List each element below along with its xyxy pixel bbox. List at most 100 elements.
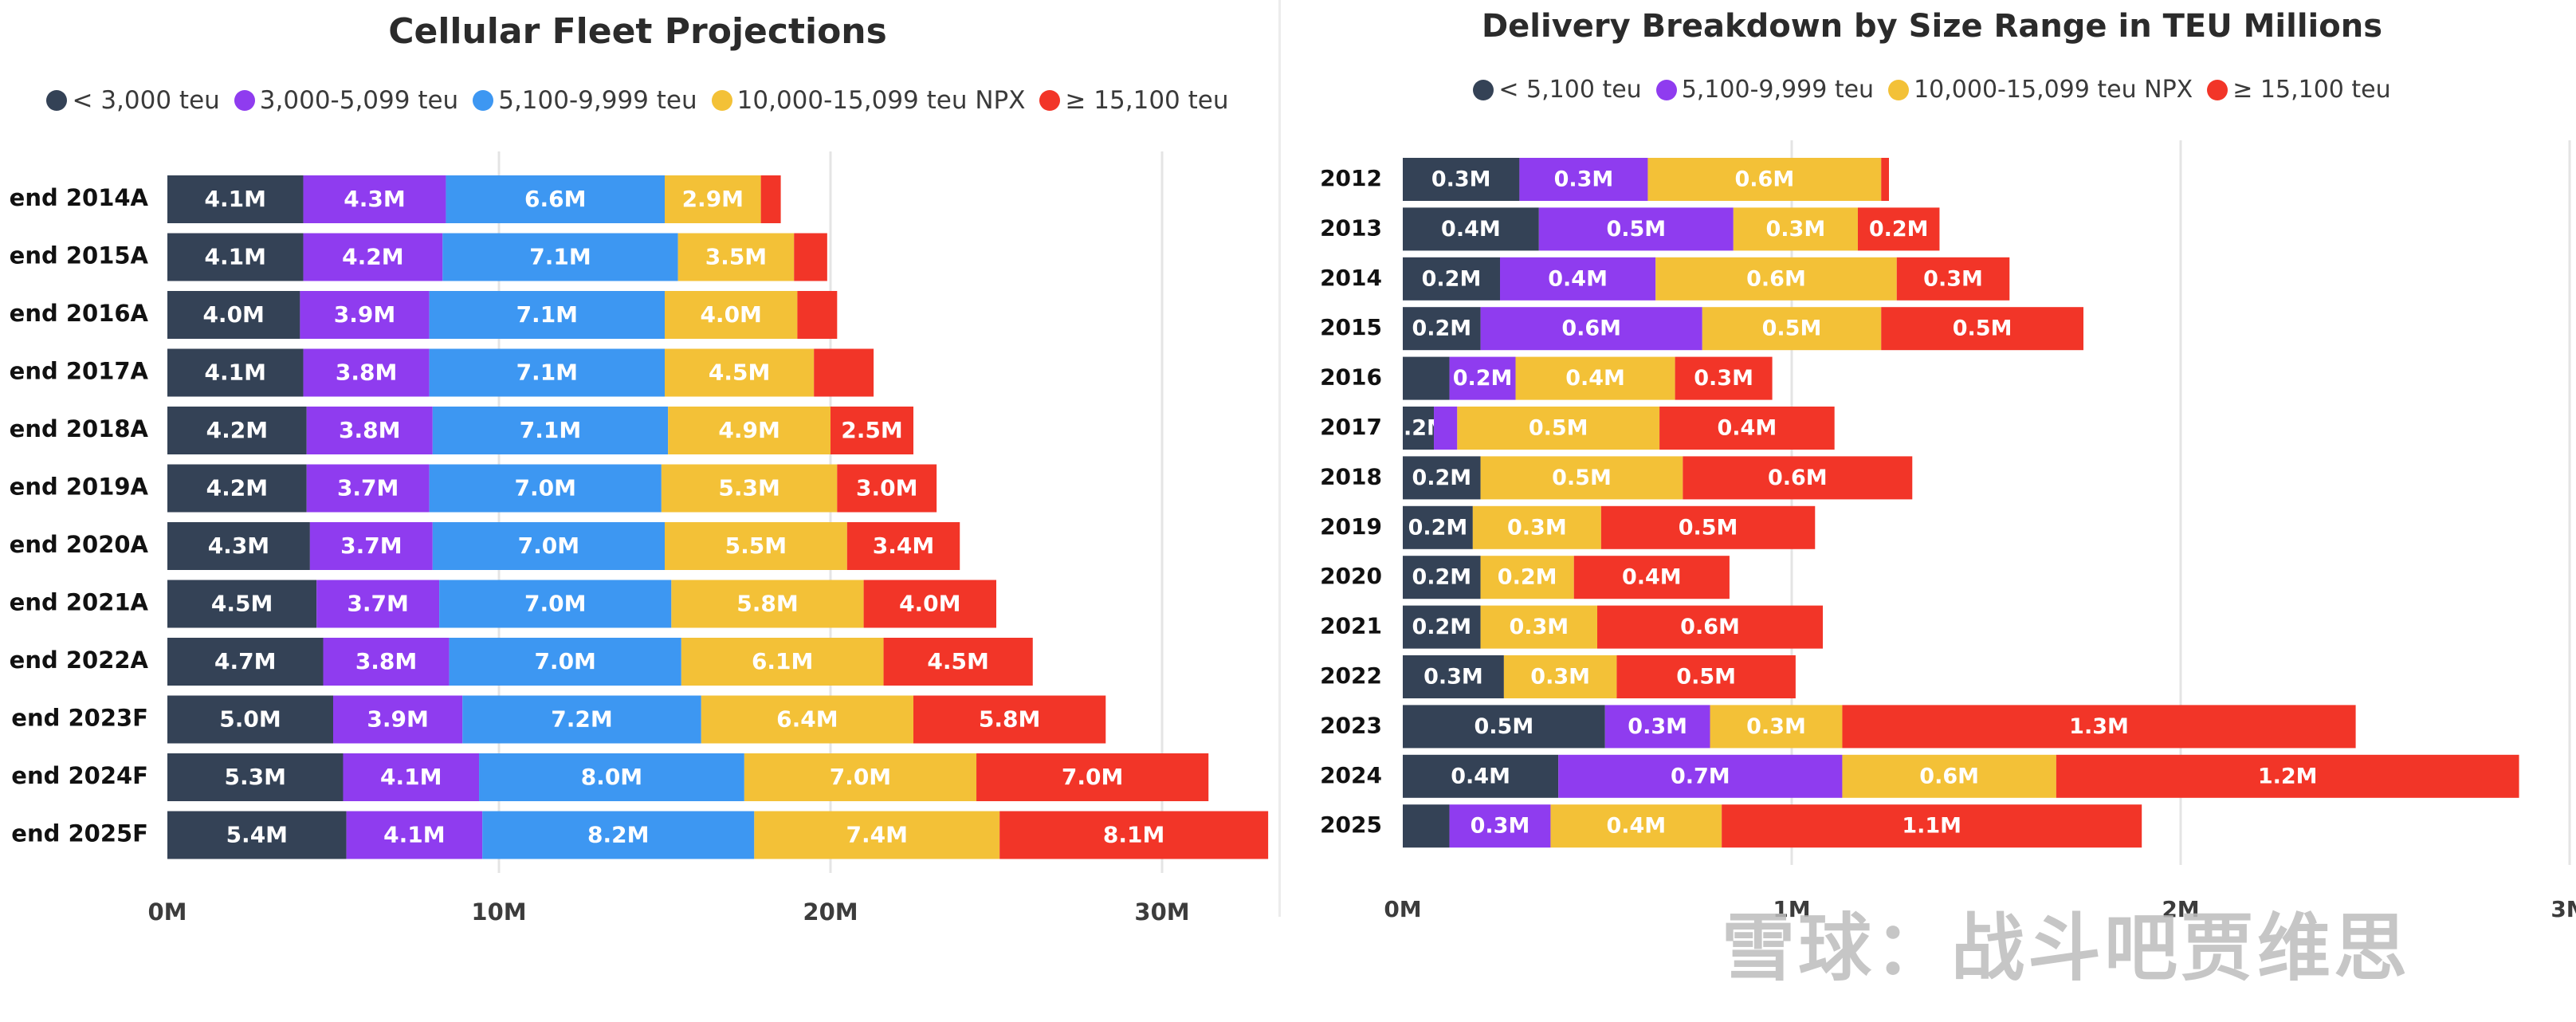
data-label: 0.5M	[1529, 416, 1588, 441]
category-label: end 2022A	[10, 647, 149, 674]
data-label: 5.8M	[736, 591, 798, 617]
bar-segment	[323, 638, 450, 686]
bar-segment	[167, 175, 304, 223]
data-label: 3.9M	[334, 301, 395, 328]
data-label: 0.5M	[1679, 515, 1738, 540]
data-label: 1.3M	[2069, 714, 2129, 739]
category-label: 2025	[1320, 812, 1382, 838]
category-label: end 2014A	[10, 184, 149, 211]
data-label: 4.2M	[342, 244, 403, 270]
data-label: 3.7M	[337, 475, 399, 501]
data-label: 0.7M	[1671, 764, 1730, 788]
data-label: 7.0M	[518, 533, 579, 559]
legend-item-3-000-5-099-teu: 3,000-5,099 teu	[234, 86, 458, 115]
category-label: 2014	[1320, 265, 1382, 291]
bar-segment	[883, 638, 1033, 686]
data-label: 0.2M	[1498, 565, 1557, 590]
bar-segment	[1519, 158, 1648, 201]
data-label: 0.4M	[1441, 217, 1501, 242]
bar-segment	[1881, 307, 2083, 351]
data-label: 5.3M	[225, 764, 286, 790]
legend-item-10-000-15-099-teu-npx: 10,000-15,099 teu NPX	[711, 86, 1025, 115]
legend-swatch	[234, 90, 255, 111]
bar-segment	[760, 175, 781, 223]
legend-swatch	[473, 90, 494, 111]
data-label: 0.5M	[1475, 714, 1534, 739]
data-label: 7.0M	[1062, 764, 1123, 790]
data-label: 0.3M	[1509, 615, 1569, 639]
bar-segment	[1403, 158, 1520, 201]
data-label: 0.6M	[1768, 466, 1828, 490]
data-label: 8.0M	[581, 764, 642, 790]
data-label: 3.9M	[367, 706, 428, 733]
bar-segment	[429, 348, 665, 397]
legend-item-10-000-15-099-teu-npx: 10,000-15,099 teu NPX	[1888, 76, 2193, 104]
bar-segment	[1896, 257, 2010, 301]
bar-segment	[1472, 505, 1601, 549]
data-label: 0.2M	[1412, 565, 1471, 590]
bar-segment	[432, 407, 669, 454]
data-label: 0.5M	[1762, 316, 1822, 341]
data-label: 0.6M	[1919, 764, 1979, 788]
data-label: 0.4M	[1451, 764, 1510, 788]
bar-segment	[665, 175, 761, 223]
bar-segment	[167, 695, 333, 744]
bar-segment	[1403, 754, 1559, 798]
data-label: 0.4M	[1622, 565, 1682, 590]
bar-segment	[1600, 505, 1816, 549]
bar-segment	[1842, 754, 2056, 798]
bar-segment	[167, 233, 304, 281]
bar-segment	[1702, 307, 1882, 351]
bar-segment	[1675, 356, 1773, 400]
data-label: 0.3M	[1431, 167, 1491, 192]
data-label: 0.5M	[1676, 665, 1736, 690]
data-label: 3.7M	[340, 533, 402, 559]
bar-segment	[1403, 257, 1500, 301]
bar-segment	[2056, 754, 2519, 798]
bar-segment	[831, 407, 913, 454]
category-label: 2015	[1320, 314, 1382, 340]
data-label: 0.4M	[1606, 814, 1666, 839]
category-label: 2021	[1320, 613, 1382, 639]
chart-legend: < 3,000 teu 3,000-5,099 teu 5,100-9,999 te…	[0, 86, 1275, 115]
legend-label: 5,100-9,999 teu	[498, 86, 697, 115]
data-label: 3.0M	[856, 475, 917, 501]
bar-segment	[167, 522, 310, 570]
bar-segment	[794, 233, 827, 281]
legend-item-15-100-teu: ≥ 15,100 teu	[2207, 76, 2391, 104]
data-label: 4.2M	[206, 475, 268, 501]
bar-segment	[167, 811, 347, 859]
bar-segment	[432, 522, 665, 570]
bar-segment	[167, 753, 344, 801]
category-label: 2024	[1320, 762, 1382, 788]
data-label: 7.0M	[830, 764, 891, 790]
bar-segment	[1733, 207, 1858, 251]
bar-segment	[976, 753, 1209, 801]
data-label: 3.8M	[339, 417, 400, 443]
data-label: 0.3M	[1530, 665, 1590, 690]
chart-legend: < 5,100 teu 5,100-9,999 teu 10,000-15,099 …	[1288, 76, 2576, 104]
x-tick-label: 1M	[1773, 896, 1810, 922]
data-label: 0.5M	[1953, 316, 2012, 341]
bar-segment	[1597, 605, 1824, 649]
bar-segment	[1842, 705, 2356, 749]
bar-segment	[1403, 407, 1435, 450]
bar-segment	[1515, 356, 1675, 400]
bar-segment	[661, 464, 838, 513]
bar-segment	[303, 348, 430, 397]
data-label: 4.7M	[214, 648, 276, 674]
data-label: 0.2M	[1453, 366, 1513, 391]
category-label: 2019	[1320, 513, 1382, 540]
data-label: 3.8M	[336, 360, 397, 386]
chart-title: Cellular Fleet Projections	[388, 11, 887, 52]
bar-segment	[429, 464, 662, 513]
bar-segment	[814, 348, 874, 397]
legend-label: 5,100-9,999 teu	[1681, 76, 1875, 104]
legend-label: 3,000-5,099 teu	[259, 86, 459, 115]
bar-segment	[913, 695, 1106, 744]
bar-segment	[1403, 356, 1450, 400]
bar-segment	[665, 522, 847, 570]
data-label: 4.1M	[380, 764, 442, 790]
category-label: end 2025F	[11, 820, 148, 847]
bar-segment	[1403, 556, 1481, 599]
